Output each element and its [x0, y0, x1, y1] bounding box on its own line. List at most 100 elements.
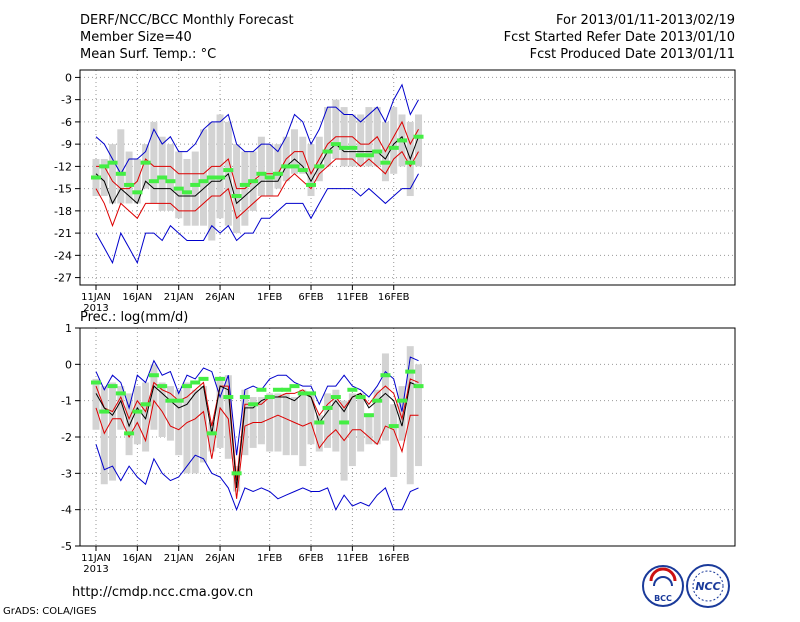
temp-box-day-26 — [299, 136, 307, 174]
bcc-logo-text: BCC — [654, 594, 672, 603]
temp-median-day-20 — [248, 179, 259, 184]
precip-xtick-label-4: 1FEB — [257, 553, 282, 564]
ncc-logo: NCC — [686, 564, 730, 608]
precip-ytick-label-1: 0 — [65, 358, 72, 371]
precip-median-day-2 — [99, 409, 110, 414]
precip-median-day-11 — [173, 398, 184, 403]
temp-box-day-5 — [125, 151, 133, 204]
precip-median-day-3 — [107, 384, 118, 389]
temp-median-day-30 — [330, 142, 341, 147]
temp-xtick-label-5: 6FEB — [298, 292, 323, 303]
temp-median-day-40 — [413, 134, 424, 139]
precip-median-day-29 — [322, 405, 333, 410]
precip-ytick-label-3: -2 — [61, 431, 72, 444]
precip-median-day-20 — [248, 402, 259, 407]
temp-median-day-8 — [148, 179, 159, 184]
temp-box-day-3 — [109, 144, 117, 204]
precip-median-day-16 — [215, 376, 226, 381]
precip-box-day-16 — [216, 378, 224, 448]
temp-box-day-9 — [158, 136, 166, 211]
temp-median-day-19 — [239, 182, 250, 187]
precip-box-day-1 — [92, 378, 100, 430]
temp-median-day-37 — [388, 145, 399, 150]
precip-ytick-label-4: -3 — [61, 467, 72, 480]
temp-ytick-label-5: -15 — [54, 183, 72, 196]
temp-line-mean — [95, 135, 419, 205]
precip-median-day-12 — [181, 384, 192, 389]
temp-median-day-2 — [99, 164, 110, 169]
precip-box-day-22 — [266, 393, 274, 452]
temp-median-day-11 — [173, 186, 184, 191]
precip-median-day-5 — [124, 431, 135, 436]
temp-ytick-label-2: -6 — [61, 116, 72, 129]
temp-median-day-12 — [181, 190, 192, 195]
precip-box-day-26 — [299, 389, 307, 467]
temp-median-day-15 — [206, 175, 217, 180]
precip-median-day-31 — [339, 420, 350, 425]
temp-median-day-39 — [405, 160, 416, 165]
temp-line-max — [95, 83, 419, 175]
precip-box-day-3 — [109, 382, 117, 481]
temp-median-day-10 — [165, 179, 176, 184]
member-size-label: Member Size=40 — [80, 30, 192, 45]
temp-box-day-4 — [117, 129, 125, 204]
temp-median-day-3 — [107, 160, 118, 165]
temp-median-day-18 — [231, 194, 242, 199]
precip-box-day-33 — [357, 393, 365, 452]
temp-median-day-1 — [91, 175, 101, 180]
precip-xtick-label-6: 11FEB — [337, 553, 369, 564]
temp-xtick-label-7: 16FEB — [378, 292, 410, 303]
precip-median-day-14 — [198, 376, 209, 381]
precip-box-day-28 — [315, 415, 323, 452]
precip-median-day-18 — [231, 471, 242, 476]
precip-box-day-14 — [200, 386, 208, 463]
temp-median-day-17 — [223, 168, 234, 173]
precip-box-day-23 — [274, 393, 282, 452]
temp-median-day-33 — [355, 153, 366, 158]
temp-median-day-27 — [306, 182, 317, 187]
temp-median-day-9 — [157, 175, 168, 180]
temp-box-day-29 — [324, 107, 332, 167]
precip-line-min — [95, 444, 419, 512]
precip-box-day-12 — [183, 382, 191, 474]
temp-median-day-36 — [380, 160, 391, 165]
precip-median-day-27 — [306, 391, 317, 396]
precip-box-day-25 — [290, 397, 298, 456]
temp-xtick-year: 2013 — [83, 303, 108, 314]
temp-median-day-7 — [140, 160, 151, 165]
precip-box-day-8 — [150, 364, 158, 430]
temp-box-day-34 — [365, 107, 373, 167]
precip-median-day-21 — [256, 387, 267, 392]
precip-median-day-35 — [372, 398, 383, 403]
precip-box-day-9 — [158, 382, 166, 437]
temp-median-day-35 — [372, 149, 383, 154]
precip-median-day-7 — [140, 402, 151, 407]
source-url: http://cmdp.ncc.cma.gov.cn — [72, 585, 253, 600]
temp-median-day-29 — [322, 149, 333, 154]
temp-box-day-27 — [307, 144, 315, 197]
precip-box-day-24 — [282, 393, 290, 456]
precip-median-day-30 — [330, 395, 341, 400]
temp-ytick-label-8: -24 — [54, 249, 72, 262]
temp-median-day-21 — [256, 171, 267, 176]
precip-median-day-13 — [190, 380, 201, 385]
temp-median-day-13 — [190, 182, 201, 187]
temp-box-day-8 — [150, 121, 158, 204]
precip-median-day-8 — [148, 373, 159, 378]
precip-box-day-35 — [373, 389, 381, 445]
precip-ytick-label-2: -1 — [61, 395, 72, 408]
precip-median-day-33 — [355, 395, 366, 400]
precip-median-day-4 — [115, 391, 126, 396]
temp-median-day-16 — [215, 175, 226, 180]
temp-ytick-label-7: -21 — [54, 227, 72, 240]
precip-box-day-2 — [100, 386, 108, 485]
temp-box-day-21 — [257, 136, 265, 197]
temp-ytick-label-0: 0 — [65, 71, 72, 84]
temp-ytick-label-9: -27 — [54, 272, 72, 285]
temp-xtick-label-4: 1FEB — [257, 292, 282, 303]
precip-xtick-label-5: 6FEB — [298, 553, 323, 564]
precip-median-day-15 — [206, 431, 217, 436]
